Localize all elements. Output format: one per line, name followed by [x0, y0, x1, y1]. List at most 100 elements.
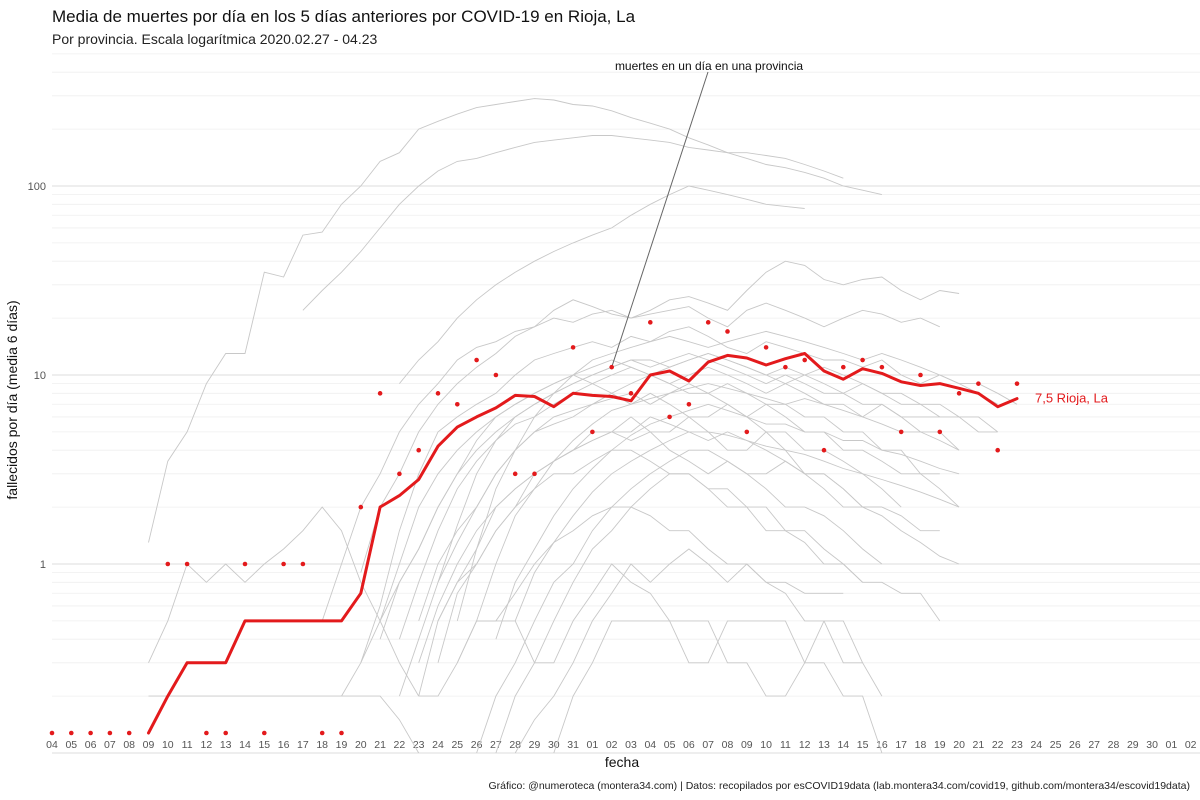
grid-lines	[52, 53, 1200, 754]
x-tick-label: 07	[104, 739, 116, 751]
province-line	[379, 366, 960, 622]
daily-point	[648, 320, 653, 325]
daily-point	[532, 471, 537, 477]
x-tick-label: 15	[258, 739, 270, 751]
daily-point	[744, 429, 750, 435]
daily-point	[860, 357, 865, 363]
x-tick-label: 22	[394, 739, 406, 751]
daily-point	[821, 447, 827, 453]
x-tick-label: 20	[953, 739, 965, 751]
daily-point	[107, 730, 113, 736]
x-tick-label: 09	[143, 739, 155, 751]
x-tick-label: 01	[587, 739, 599, 751]
x-tick-label: 13	[220, 739, 232, 751]
daily-point	[918, 372, 923, 378]
x-tick-label: 05	[664, 739, 676, 751]
daily-point	[397, 471, 402, 477]
province-line	[398, 374, 940, 640]
daily-point	[879, 364, 885, 370]
x-tick-label: 02	[606, 739, 618, 751]
daily-point	[995, 447, 1000, 453]
x-tick-label: 14	[837, 739, 849, 751]
daily-point	[802, 357, 807, 363]
daily-point	[377, 391, 383, 396]
province-line	[456, 506, 844, 663]
x-tick-label: 14	[239, 739, 251, 751]
x-tick-label: 18	[316, 739, 328, 751]
x-tick-label: 26	[471, 739, 483, 751]
x-tick-label: 30	[1146, 739, 1158, 751]
daily-point	[88, 730, 93, 736]
daily-points	[49, 320, 1020, 736]
province-line	[321, 302, 940, 622]
province-line	[418, 416, 940, 663]
x-tick-label: 17	[895, 739, 907, 751]
x-tick-label: 31	[567, 739, 579, 751]
daily-point	[937, 429, 943, 435]
province-line	[360, 260, 960, 573]
x-tick-label: 11	[182, 739, 193, 751]
x-tick-label: 26	[1069, 739, 1081, 751]
x-tick-label: 24	[1030, 739, 1042, 751]
daily-point	[126, 730, 132, 736]
x-tick-label: 24	[432, 739, 444, 751]
x-tick-label: 16	[278, 739, 290, 751]
province-line	[476, 449, 960, 754]
y-tick-label: 100	[28, 181, 46, 193]
x-tick-label: 15	[857, 739, 869, 751]
province-line	[437, 449, 863, 622]
daily-point	[281, 561, 286, 567]
daily-point	[956, 391, 962, 396]
annotation-text: muertes en un día en una provincia	[615, 59, 803, 73]
province-line	[148, 506, 420, 697]
x-tick-label: 17	[297, 739, 309, 751]
province-line	[495, 403, 960, 640]
province-line	[514, 548, 883, 754]
x-tick-label: 18	[915, 739, 927, 751]
x-tick-label: 08	[722, 739, 734, 751]
x-tick-label: 23	[413, 739, 425, 751]
province-line	[379, 353, 998, 640]
province-line	[514, 431, 960, 622]
x-tick-label: 23	[1011, 739, 1023, 751]
province-line	[418, 563, 864, 697]
y-axis-label: fallecidos por día (media 6 días)	[4, 300, 20, 499]
x-tick-label: 29	[529, 739, 541, 751]
x-tick-label: 05	[65, 739, 77, 751]
daily-point	[898, 429, 904, 435]
x-tick-label: 03	[625, 739, 637, 751]
x-tick-label: 08	[123, 739, 135, 751]
chart-subtitle: Por provincia. Escala logarítmica 2020.0…	[52, 31, 378, 47]
daily-point	[339, 730, 344, 736]
province-line	[437, 416, 882, 663]
y-tick-label: 1	[40, 559, 46, 571]
province-line	[148, 695, 420, 754]
x-tick-label: 22	[992, 739, 1004, 751]
x-tick-label: 29	[1127, 739, 1139, 751]
province-line	[302, 135, 883, 311]
x-tick-label: 21	[374, 739, 386, 751]
daily-point	[435, 391, 441, 396]
x-tick-label: 04	[46, 739, 58, 751]
daily-point	[841, 364, 846, 370]
x-tick-label: 25	[1050, 739, 1062, 751]
x-tick-label: 02	[1185, 739, 1197, 751]
x-tick-label: 19	[934, 739, 946, 751]
daily-point	[474, 357, 479, 363]
daily-point	[184, 561, 190, 567]
x-tick-label: 12	[201, 739, 213, 751]
daily-point	[69, 730, 74, 736]
province-line	[399, 185, 805, 384]
province-line	[553, 620, 883, 754]
daily-point	[49, 730, 55, 736]
daily-point	[493, 372, 499, 378]
daily-point	[165, 561, 171, 567]
x-tick-labels: 04 05 06 07 08 09 10 11 12 13 14 15 16 17 18 19 20 21 22 23…	[46, 739, 1197, 751]
daily-point	[300, 561, 306, 567]
x-tick-label: 07	[702, 739, 714, 751]
daily-point	[590, 429, 595, 435]
daily-point	[763, 345, 769, 350]
x-tick-label: 10	[162, 739, 174, 751]
x-tick-label: 09	[741, 739, 753, 751]
